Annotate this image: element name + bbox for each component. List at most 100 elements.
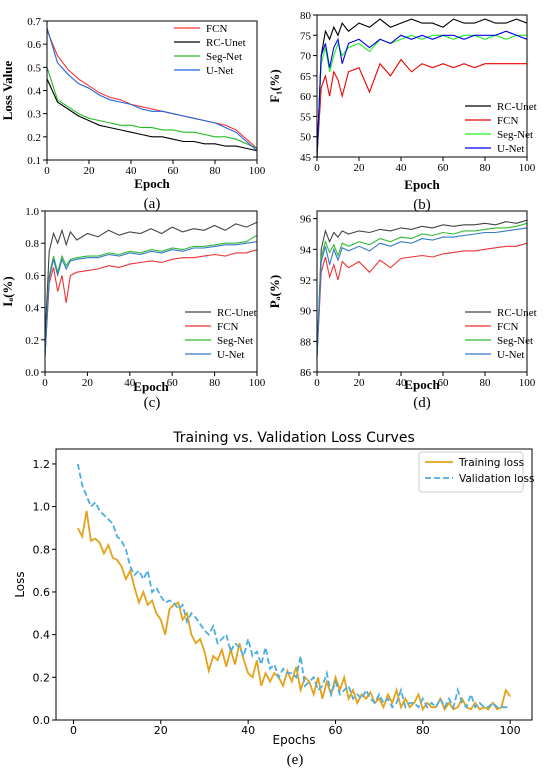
y-tick-label-c-4: 0.8 bbox=[25, 238, 39, 250]
legend-label-a-0: FCN bbox=[206, 23, 227, 35]
legend-d: RC-Unet FCN Seg-Net U-Net bbox=[465, 307, 537, 361]
y-tick-label-b-1: 50 bbox=[300, 132, 312, 144]
y-tick-label-b-4: 65 bbox=[300, 71, 312, 83]
y-tick-label-d-0: 86 bbox=[300, 367, 312, 379]
x-axis-label-e: Epochs bbox=[273, 733, 316, 747]
x-tick-label-b-3: 60 bbox=[438, 162, 450, 174]
x-tick-label-b-2: 40 bbox=[396, 162, 408, 174]
y-tick-label-e-3: 0.6 bbox=[33, 586, 51, 599]
y-tick-label-e-1: 0.2 bbox=[33, 671, 51, 684]
x-tick-label-d-3: 60 bbox=[438, 377, 450, 389]
plot-frame-d bbox=[316, 210, 528, 373]
y-tick-label-e-6: 1.2 bbox=[33, 458, 51, 471]
y-axis-label-c: Iₒ(%) bbox=[0, 276, 15, 306]
x-tick-label-a-0: 0 bbox=[44, 165, 50, 177]
x-axis-label-a: Epoch bbox=[134, 176, 170, 191]
x-tick-label-c-1: 20 bbox=[82, 377, 94, 389]
x-tick-label-e-4: 80 bbox=[416, 724, 430, 737]
x-tick-label-c-5: 100 bbox=[249, 377, 266, 389]
y-tick-label-b-7: 80 bbox=[300, 10, 312, 22]
legend-label-e-0: Training loss bbox=[458, 457, 524, 469]
y-tick-label-b-5: 70 bbox=[300, 51, 312, 63]
x-tick-label-a-3: 60 bbox=[168, 165, 180, 177]
y-tick-label-d-4: 94 bbox=[300, 244, 312, 256]
legend-label-d-1: FCN bbox=[497, 321, 518, 333]
legend-label-b-2: Seg-Net bbox=[497, 129, 533, 141]
series-line-d-3 bbox=[316, 227, 528, 357]
series-line-e-1 bbox=[76, 463, 511, 710]
y-tick-label-d-1: 88 bbox=[300, 336, 312, 348]
legend-label-c-2: Seg-Net bbox=[217, 335, 253, 347]
x-tick-label-b-4: 80 bbox=[480, 162, 492, 174]
series-line-a-1 bbox=[46, 78, 258, 152]
plot-frame-b bbox=[316, 14, 528, 158]
legend-label-b-3: U-Net bbox=[497, 143, 525, 155]
series-line-a-0 bbox=[46, 30, 258, 149]
y-tick-label-a-2: 0.3 bbox=[27, 109, 41, 121]
series-line-a-2 bbox=[46, 67, 258, 149]
y-tick-label-c-5: 1.0 bbox=[25, 206, 39, 218]
y-tick-label-e-4: 0.8 bbox=[33, 543, 51, 556]
x-tick-label-a-4: 80 bbox=[210, 165, 222, 177]
series-line-c-3 bbox=[44, 241, 258, 356]
series-line-a-3 bbox=[46, 27, 258, 152]
chart-panel-b: 0 20 40 60 80 100 45 50 55 60 65 70 75 80 Epoch F₁(%) RC… bbox=[267, 10, 537, 213]
legend-label-c-1: FCN bbox=[217, 321, 238, 333]
series-line-c-1 bbox=[44, 249, 258, 356]
x-axis-label-d: Epoch bbox=[404, 377, 440, 392]
series-line-b-3 bbox=[316, 30, 528, 158]
x-tick-label-e-2: 40 bbox=[241, 724, 255, 737]
legend-label-c-0: RC-Unet bbox=[217, 307, 257, 319]
x-tick-label-d-2: 40 bbox=[396, 377, 408, 389]
x-tick-label-c-0: 0 bbox=[42, 377, 48, 389]
y-tick-label-b-3: 60 bbox=[300, 91, 312, 103]
y-tick-label-b-0: 45 bbox=[300, 152, 312, 164]
x-tick-label-e-0: 0 bbox=[70, 724, 77, 737]
x-tick-label-d-5: 100 bbox=[519, 377, 536, 389]
x-tick-label-c-3: 60 bbox=[167, 377, 179, 389]
x-tick-label-b-0: 0 bbox=[314, 162, 320, 174]
chart-panel-d: 0 20 40 60 80 100 86 88 90 92 94 96 Epoch Pₐ(%) RC-Une… bbox=[267, 210, 537, 411]
y-tick-label-c-3: 0.6 bbox=[25, 270, 39, 282]
series-line-d-0 bbox=[316, 219, 528, 357]
x-tick-label-b-5: 100 bbox=[519, 162, 536, 174]
y-tick-label-b-2: 55 bbox=[300, 111, 312, 123]
series-line-b-2 bbox=[316, 34, 527, 158]
legend-label-d-2: Seg-Net bbox=[497, 335, 533, 347]
legend-label-e-1: Validation loss bbox=[459, 473, 534, 485]
x-tick-label-d-0: 0 bbox=[314, 377, 320, 389]
x-tick-label-d-4: 80 bbox=[480, 377, 492, 389]
y-tick-label-e-0: 0.0 bbox=[33, 714, 51, 727]
x-tick-label-e-5: 100 bbox=[500, 724, 521, 737]
legend-label-a-1: RC-Unet bbox=[206, 37, 246, 49]
y-tick-label-a-4: 0.5 bbox=[27, 62, 41, 74]
legend-label-d-0: RC-Unet bbox=[497, 307, 537, 319]
y-tick-label-d-3: 92 bbox=[300, 275, 311, 287]
y-axis-label-e: Loss bbox=[13, 571, 27, 597]
panel-caption-a: (a) bbox=[144, 196, 161, 212]
y-tick-label-b-6: 75 bbox=[300, 30, 312, 42]
legend-label-b-0: RC-Unet bbox=[497, 101, 537, 113]
series-line-d-1 bbox=[316, 242, 528, 357]
series-line-d-2 bbox=[316, 222, 528, 357]
y-axis-label-a: Loss Value bbox=[0, 60, 15, 120]
panel-caption-c: (c) bbox=[144, 395, 161, 411]
y-tick-label-a-0: 0.1 bbox=[27, 155, 41, 167]
series-line-b-1 bbox=[316, 58, 527, 158]
x-tick-label-e-1: 20 bbox=[154, 724, 168, 737]
plot-frame-e bbox=[55, 448, 533, 721]
y-tick-label-a-1: 0.2 bbox=[27, 132, 41, 144]
legend-label-a-2: Seg-Net bbox=[206, 51, 242, 63]
panel-caption-d: (d) bbox=[413, 395, 431, 411]
y-tick-label-c-1: 0.2 bbox=[25, 335, 39, 347]
y-axis-label-d: Pₐ(%) bbox=[267, 275, 282, 308]
panel-caption-e: (e) bbox=[287, 752, 304, 768]
legend-label-b-1: FCN bbox=[497, 115, 518, 127]
x-tick-label-d-1: 20 bbox=[354, 377, 366, 389]
y-axis-label-b: F₁(%) bbox=[267, 69, 282, 103]
x-tick-label-e-3: 60 bbox=[328, 724, 342, 737]
y-tick-label-c-0: 0.0 bbox=[25, 367, 39, 379]
legend-a: FCN RC-Unet Seg-Net U-Net bbox=[174, 23, 246, 77]
chart-panel-a: 0 20 40 60 80 100 0.1 0.2 0.3 0.4 0.5 0.6 0.7 Epoch Lo… bbox=[0, 16, 266, 212]
